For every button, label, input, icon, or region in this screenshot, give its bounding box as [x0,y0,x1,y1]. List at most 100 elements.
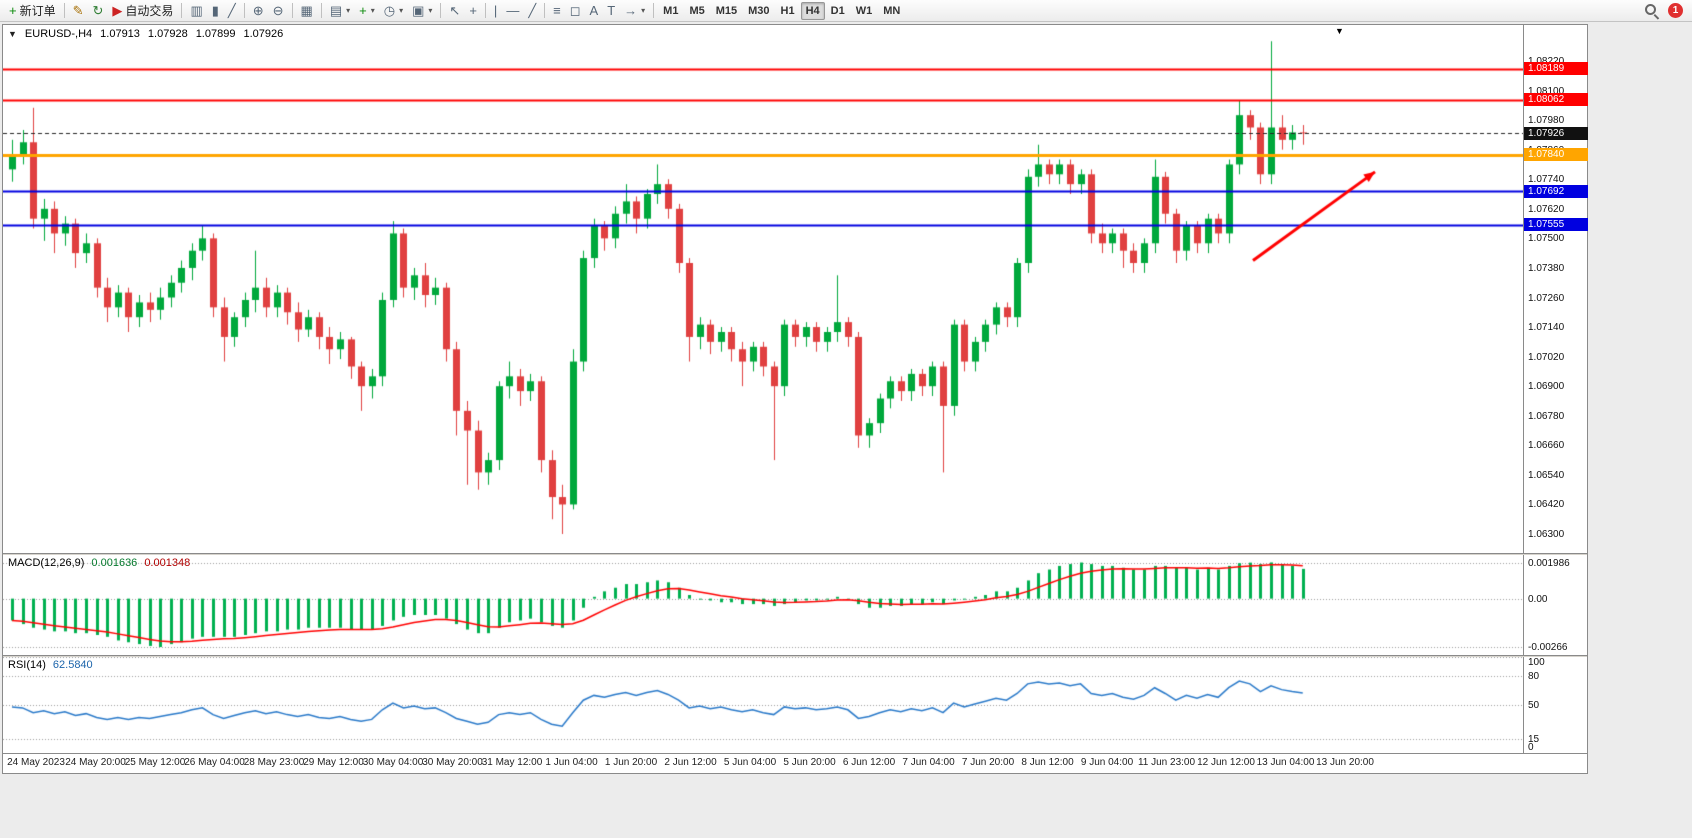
timeframe-h1-button[interactable]: H1 [780,4,795,17]
bar-chart-button[interactable]: ▥ [186,1,206,21]
autotrading-label: 自动交易 [125,4,174,18]
new-chart-button[interactable]: ▤ ▾ [326,1,354,21]
timeframe-m5-button[interactable]: M5 [689,4,705,17]
toolbar-separator [243,3,245,18]
line-chart-icon: ╱ [227,3,236,18]
time-tick: 1 Jun 04:00 [545,757,598,768]
time-tick: 7 Jun 20:00 [961,757,1015,768]
toolbar-separator [544,3,546,18]
time-tick: 13 Jun 04:00 [1256,757,1315,768]
price-tick: 1.07380 [1528,262,1565,274]
shapes-button[interactable]: ◻ [566,1,585,21]
chart-shift-marker-icon[interactable]: ▼ [1335,26,1344,36]
autotrading-button[interactable]: ▶ 自动交易 [108,1,177,21]
zoom-in-button[interactable]: ⊕ [249,1,268,21]
toolbar-separator [653,3,655,18]
price-tick: 1.06900 [1528,381,1565,393]
level-price-badge: 1.07840 [1524,148,1588,162]
fibonacci-button[interactable]: ≡ [549,1,565,21]
timeframe-d1-button[interactable]: D1 [830,4,845,17]
tile-windows-button[interactable]: ▦ [297,1,317,21]
indicators-icon: + [359,3,367,18]
rsi-scale-tick: 0 [1528,742,1534,753]
cursor-icon: ↖ [449,3,461,18]
toolbar-buttons: + 新订单 ✎ ↻ ▶ 自动交易 ▥ ▮ ╱ ⊕ ⊖ ▦ ▤ ▾ + ▾ ◷ ▾ ▣ ▾ ↖ + | — ╱ ≡ ◻ A T → ▾ M1 M5… [5,1,905,21]
new-order-button[interactable]: + 新订单 [5,1,60,21]
level-price-badge: 1.08062 [1524,93,1588,107]
time-tick: 28 May 23:00 [243,757,305,768]
time-tick: 24 May 20:00 [65,757,126,768]
text-label-button[interactable]: T [603,1,619,21]
time-axis[interactable]: 24 May 2023 24 May 20:00 25 May 12:00 26 Ma… [3,753,1587,771]
rsi-indicator-label: RSI(14) [8,659,46,671]
templates-button[interactable]: ▣ ▾ [408,1,436,21]
crosshair-icon: + [469,3,477,18]
text-icon: A [589,3,599,18]
rsi-scale[interactable]: 100 80 50 15 0 [1523,657,1587,753]
refresh-button[interactable]: ↻ [89,1,108,21]
caret-down-icon: ▾ [399,6,404,15]
toolbar-right-group: 1 [1644,3,1687,18]
panel-divider[interactable] [3,655,1587,657]
notifications-badge[interactable]: 1 [1668,3,1683,18]
time-tick: 25 May 12:00 [124,757,186,768]
time-tick: 1 Jun 20:00 [604,757,658,768]
current-price-badge: 1.07926 [1524,126,1588,140]
line-chart-button[interactable]: ╱ [224,1,240,21]
price-chart-plot[interactable] [3,25,1523,553]
periods-button[interactable]: ◷ ▾ [380,1,407,21]
timeframe-m30-button[interactable]: M30 [748,4,770,17]
time-tick: 9 Jun 04:00 [1080,757,1134,768]
metaeditor-button[interactable]: ✎ [69,1,88,21]
price-tick: 1.07980 [1528,115,1565,127]
timeframe-m15-button[interactable]: M15 [715,4,738,17]
level-price-badge: 1.07555 [1524,218,1588,232]
zoom-out-button[interactable]: ⊖ [269,1,288,21]
search-icon[interactable] [1644,3,1659,18]
one-click-trading-arrow-icon[interactable]: ▼ [8,29,17,39]
ohlc-open: 1.07913 [100,28,140,40]
toolbar: + 新订单 ✎ ↻ ▶ 自动交易 ▥ ▮ ╱ ⊕ ⊖ ▦ ▤ ▾ + ▾ ◷ ▾ ▣ ▾ ↖ + | — ╱ ≡ ◻ A T → ▾ M1 M5… [0,0,1692,22]
macd-main-value: 0.001636 [91,557,138,569]
time-tick: 6 Jun 12:00 [842,757,896,768]
price-scale[interactable]: 1.082201.081001.079801.078601.077401.076… [1523,25,1588,553]
price-tick: 1.08100 [1528,85,1565,97]
shapes-icon: ◻ [569,3,581,18]
text-label-icon: T [607,3,616,18]
horizontal-line-button[interactable]: — [502,1,523,21]
rsi-value: 62.5840 [52,659,93,671]
macd-scale-tick: 0.001986 [1528,557,1570,569]
timeframe-h4-button[interactable]: H4 [800,1,825,20]
symbol-period-label: EURUSD-,H4 [24,28,93,40]
candlestick-chart-button[interactable]: ▮ [208,1,223,21]
timeframe-mn-button[interactable]: MN [883,4,901,17]
main-price-panel: 1.082201.081001.079801.078601.077401.076… [3,25,1588,553]
trendline-button[interactable]: ╱ [524,1,540,21]
price-tick: 1.07020 [1528,351,1565,363]
price-tick: 1.07260 [1528,292,1565,304]
panel-divider[interactable] [3,553,1587,555]
timeframe-m1-button[interactable]: M1 [663,4,679,17]
text-button[interactable]: A [586,1,603,21]
toolbar-separator [320,3,322,18]
vertical-line-button[interactable]: | [490,1,501,21]
time-tick: 30 May 04:00 [362,757,424,768]
time-tick: 11 Jun 23:00 [1137,757,1196,768]
rsi-plot[interactable] [3,657,1523,753]
rsi-panel: 100 80 50 15 0 RSI(14) 62.5840 [3,657,1587,753]
timeframe-w1-button[interactable]: W1 [855,4,873,17]
price-tick: 1.07500 [1528,233,1565,245]
macd-scale[interactable]: 0.001986 0.00 -0.00266 [1523,555,1587,655]
arrows-button[interactable]: → ▾ [620,1,649,21]
crosshair-button[interactable]: + [465,1,481,21]
refresh-icon: ↻ [92,3,104,18]
macd-indicator-label: MACD(12,26,9) [8,557,85,569]
cursor-button[interactable]: ↖ [445,1,464,21]
zoom-in-icon: ⊕ [252,3,264,18]
rsi-label-row: RSI(14) 62.5840 [8,659,93,671]
macd-plot[interactable] [3,555,1523,655]
toolbar-separator [63,3,65,18]
toolbar-separator [484,3,486,18]
time-tick: 8 Jun 12:00 [1021,757,1074,768]
indicators-button[interactable]: + ▾ [355,1,379,21]
